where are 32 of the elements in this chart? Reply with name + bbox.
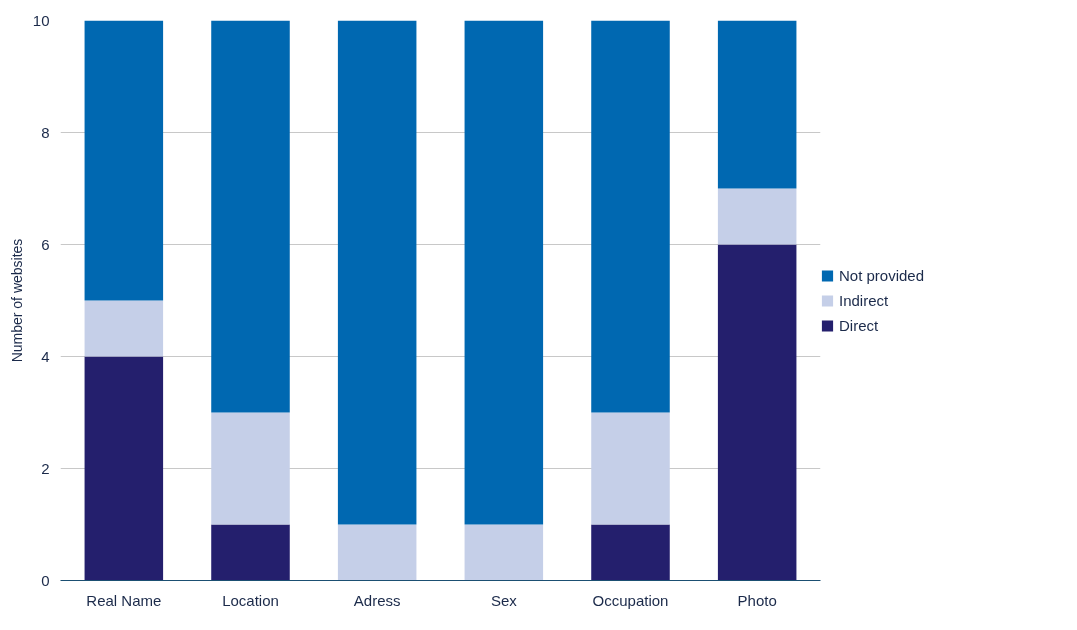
legend-label: Not provided (839, 266, 925, 284)
bar (717, 244, 797, 581)
x-tick-label: Occupation (592, 591, 669, 609)
legend-label: Indirect (839, 291, 889, 309)
bar (464, 20, 544, 525)
bar (84, 20, 164, 301)
bar (464, 524, 544, 581)
bar (211, 412, 290, 525)
y-tick-label: 0 (41, 571, 50, 589)
bar (591, 20, 670, 413)
x-tick-label: Adress (353, 591, 401, 609)
bar (337, 524, 417, 581)
bar (717, 20, 797, 189)
x-tick-label: Real Name (86, 591, 162, 609)
x-tick-label: Sex (490, 591, 518, 609)
bar (591, 524, 670, 581)
bar (84, 300, 164, 357)
bar (211, 524, 290, 581)
y-tick-label: 4 (41, 347, 50, 365)
bar (84, 356, 164, 581)
bar (591, 412, 670, 525)
legend-label: Direct (839, 316, 879, 334)
x-tick-label: Photo (737, 591, 777, 609)
y-tick-label: 10 (32, 11, 50, 29)
bar (717, 188, 797, 245)
bar (211, 20, 290, 413)
x-tick-label: Location (222, 591, 279, 609)
bar (337, 20, 417, 525)
y-axis-title: Number of websites (8, 238, 25, 363)
y-tick-label: 2 (41, 459, 50, 477)
y-tick-label: 6 (41, 235, 50, 253)
y-tick-label: 8 (41, 123, 50, 141)
